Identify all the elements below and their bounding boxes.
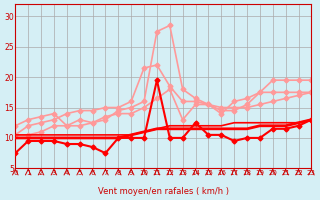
X-axis label: Vent moyen/en rafales ( km/h ): Vent moyen/en rafales ( km/h ) [98,187,229,196]
